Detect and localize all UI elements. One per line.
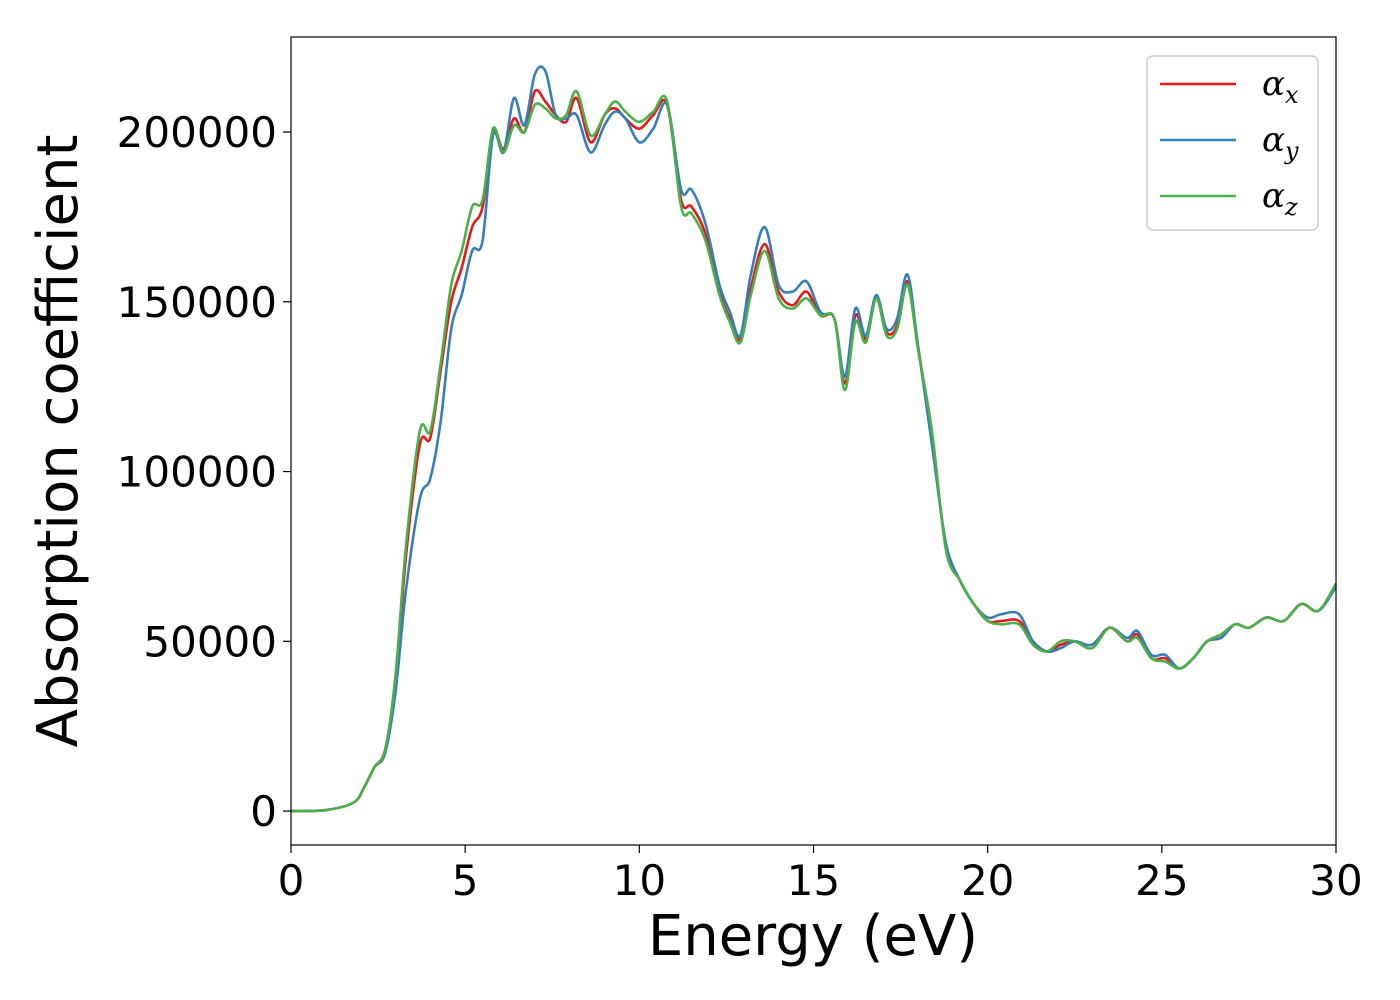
x-tick-label: 20 (961, 856, 1014, 905)
y-tick-label: 100000 (117, 448, 277, 497)
y-tick-label: 150000 (117, 278, 277, 327)
series-line-z (290, 89, 1338, 813)
series-line-y (290, 65, 1338, 813)
series-layer (290, 65, 1338, 813)
x-tick-label: 5 (452, 856, 479, 905)
y-tick-label: 0 (250, 787, 277, 836)
y-axis-title: Absorption coefficient (26, 135, 91, 748)
x-axis-title: Energy (eV) (648, 904, 978, 969)
legend-label-y: αy (1262, 120, 1299, 165)
series-line-x (290, 88, 1338, 813)
legend: αx αy αz (1146, 55, 1319, 231)
legend-box (1146, 55, 1319, 231)
y-tick-label: 200000 (117, 108, 277, 157)
x-tick-label: 0 (278, 856, 305, 905)
x-tick-label: 25 (1135, 856, 1188, 905)
x-axis: 0 5 10 15 20 25 30 (278, 845, 1363, 905)
legend-label-z: αz (1262, 176, 1298, 221)
x-tick-label: 10 (613, 856, 666, 905)
y-axis: 0 50000 100000 150000 200000 (117, 108, 291, 836)
x-tick-label: 15 (787, 856, 840, 905)
y-tick-label: 50000 (143, 617, 277, 666)
legend-label-x: αx (1262, 64, 1299, 109)
x-tick-label: 30 (1309, 856, 1362, 905)
